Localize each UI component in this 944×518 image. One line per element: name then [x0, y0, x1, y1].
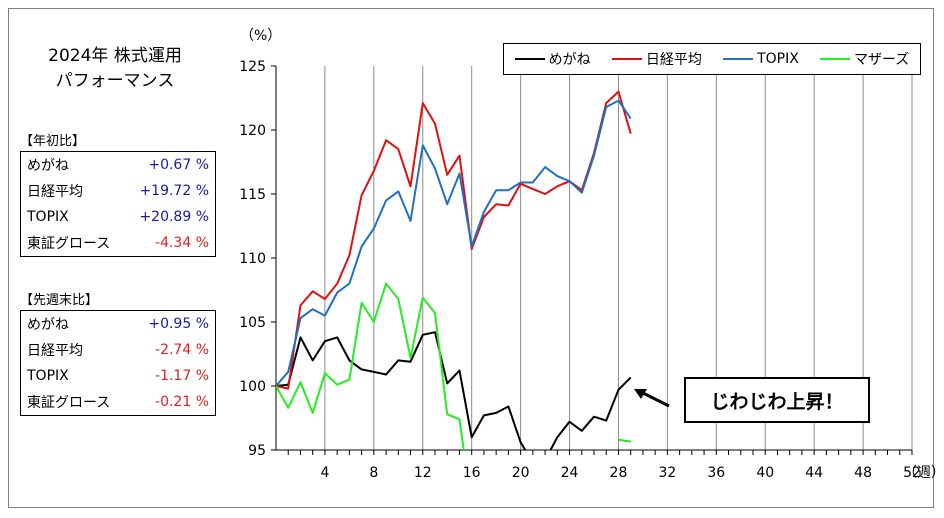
- table-row: めがね +0.67 %: [21, 152, 216, 179]
- ytd-value: +0.67 %: [148, 157, 209, 173]
- x-tick-label: 16: [463, 465, 481, 481]
- x-tick-label: 36: [707, 465, 725, 481]
- tick-labels: 4 8 12 16 20 24 28 32 36 40 44 48 529510010511011512…: [239, 28, 944, 481]
- title-line-2: パフォーマンス: [55, 71, 175, 91]
- x-tick-label: 44: [805, 465, 823, 481]
- ytd-name: 日経平均: [27, 184, 83, 200]
- x-tick-label: 40: [756, 465, 774, 481]
- legend: めがね 日経平均 TOPIX マザーズ: [503, 43, 921, 75]
- arrow-head-icon: [634, 389, 647, 399]
- table-row: TOPIX -1.17 %: [21, 363, 216, 389]
- table-row: 東証グロース -4.34 %: [21, 230, 216, 257]
- y-tick-label: 120: [239, 123, 266, 139]
- series-line-1: [276, 90, 632, 390]
- series-lines: [276, 90, 632, 450]
- x-tick-label: 20: [512, 465, 530, 481]
- table-row: 東証グロース -0.21 %: [21, 389, 216, 416]
- table-row: TOPIX +20.89 %: [21, 204, 216, 230]
- x-tick-label: 8: [369, 465, 378, 481]
- y-tick-label: 105: [239, 315, 266, 331]
- table-row: 日経平均 -2.74 %: [21, 337, 216, 363]
- legend-item: TOPIX: [723, 51, 799, 67]
- legend-label: TOPIX: [757, 51, 799, 67]
- y-unit-label: （%）: [240, 28, 281, 44]
- ytd-name: 東証グロース: [27, 236, 111, 252]
- legend-swatch: [514, 58, 545, 60]
- x-tick-label: 32: [658, 465, 676, 481]
- x-tick-label: 52: [903, 465, 921, 481]
- wow-table: めがね +0.95 % 日経平均 -2.74 % TOPIX -1.17 % 東証グロ…: [20, 310, 216, 416]
- legend-item: 日経平均: [611, 49, 702, 69]
- x-tick-label: 48: [854, 465, 872, 481]
- wow-name: 日経平均: [27, 343, 83, 359]
- y-tick-label: 115: [239, 187, 266, 203]
- title-line-1: 2024年 株式運用: [48, 46, 182, 66]
- series-line-3: [276, 282, 631, 450]
- legend-swatch: [723, 58, 754, 60]
- legend-label: めがね: [548, 52, 591, 68]
- ytd-value: +20.89 %: [139, 209, 209, 225]
- legend-item: めがね: [514, 49, 591, 69]
- y-tick-label: 110: [239, 251, 266, 267]
- y-tick-label: 95: [248, 443, 266, 459]
- wow-name: 東証グロース: [27, 395, 111, 411]
- x-tick-label: 28: [610, 465, 628, 481]
- series-line-0: [276, 331, 632, 450]
- wow-value: -0.21 %: [155, 394, 209, 410]
- table-row: 日経平均 +19.72 %: [21, 178, 216, 204]
- legend-swatch: [611, 58, 642, 60]
- wow-value: +0.95 %: [148, 316, 209, 332]
- y-tick-label: 100: [239, 379, 266, 395]
- wow-name: TOPIX: [27, 368, 69, 384]
- ytd-value: -4.34 %: [155, 235, 209, 251]
- ytd-name: めがね: [27, 158, 69, 174]
- ytd-table: めがね +0.67 % 日経平均 +19.72 % TOPIX +20.89 % 東証…: [20, 151, 216, 257]
- legend-swatch: [820, 58, 851, 60]
- wow-name: めがね: [27, 317, 69, 333]
- wow-label: 【先週末比】: [20, 293, 99, 308]
- x-tick-label: 12: [414, 465, 432, 481]
- ytd-name: TOPIX: [27, 209, 69, 225]
- chart-frame: [8, 8, 934, 508]
- wow-value: -2.74 %: [155, 342, 209, 358]
- x-tick-label: 4: [320, 465, 329, 481]
- legend-label: 日経平均: [645, 52, 702, 68]
- ytd-label: 【年初比】: [20, 134, 86, 149]
- table-row: めがね +0.95 %: [21, 311, 216, 338]
- annotation-callout: じわじわ上昇！: [684, 377, 870, 423]
- x-tick-label: 24: [561, 465, 579, 481]
- wow-value: -1.17 %: [155, 368, 209, 384]
- x-unit-label: （週）: [903, 465, 944, 481]
- legend-label: マザーズ: [854, 52, 910, 68]
- ytd-value: +19.72 %: [139, 183, 209, 199]
- series-line-2: [276, 99, 632, 387]
- legend-item: マザーズ: [820, 49, 909, 69]
- y-tick-label: 125: [239, 59, 266, 75]
- chart-title: 2024年 株式運用 パフォーマンス: [20, 44, 210, 94]
